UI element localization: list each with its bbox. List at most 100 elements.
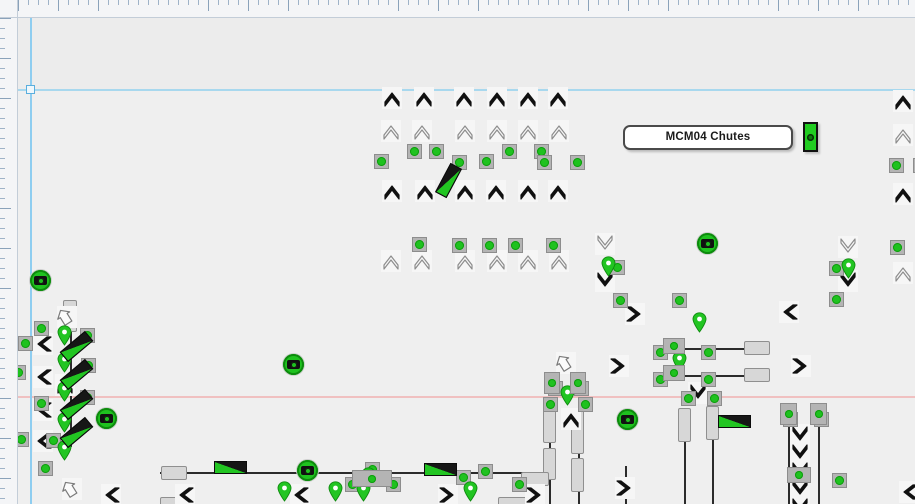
chevron-right-active-icon[interactable] <box>525 484 545 504</box>
controller-tile[interactable] <box>810 403 827 425</box>
camera-icon[interactable] <box>617 409 638 430</box>
chevron-right-active-icon[interactable] <box>791 355 811 377</box>
chevron-up-active-icon[interactable] <box>415 180 435 202</box>
map-pin-green-icon[interactable] <box>841 258 856 279</box>
sensor-node[interactable] <box>34 321 49 336</box>
chevron-up-idle-icon[interactable] <box>518 120 538 142</box>
chevron-left-active-icon[interactable] <box>779 301 799 323</box>
actuator-box[interactable] <box>678 408 691 442</box>
chevron-down-idle-icon[interactable] <box>595 233 615 255</box>
chevron-left-active-icon[interactable] <box>33 366 53 388</box>
chevron-right-active-icon[interactable] <box>625 303 645 325</box>
sensor-node[interactable] <box>889 158 904 173</box>
chevron-up-idle-icon[interactable] <box>455 120 475 142</box>
ruler-vertical[interactable] <box>0 0 18 504</box>
chevron-curved-idle-icon[interactable] <box>57 306 77 328</box>
chevron-left-active-icon[interactable] <box>899 481 915 503</box>
sensor-node[interactable] <box>374 154 389 169</box>
chevron-up-active-icon[interactable] <box>486 180 506 202</box>
sensor-node[interactable] <box>502 144 517 159</box>
chevron-up-active-icon[interactable] <box>893 90 913 112</box>
guide-intersection-handle[interactable] <box>26 85 35 94</box>
chevron-up-idle-icon[interactable] <box>893 124 913 146</box>
actuator-box[interactable] <box>744 368 770 382</box>
chevron-chain-segment-icon[interactable] <box>790 442 810 464</box>
chevron-curved-idle-icon[interactable] <box>556 352 576 374</box>
chevron-up-active-icon[interactable] <box>518 180 538 202</box>
chevron-right-active-icon[interactable] <box>615 477 635 499</box>
sensor-node[interactable] <box>429 144 444 159</box>
sensor-node[interactable] <box>701 345 716 360</box>
chevron-left-active-icon[interactable] <box>175 484 195 504</box>
map-pin-green-icon[interactable] <box>328 481 343 502</box>
controller-tile[interactable] <box>570 372 586 394</box>
diverter-indicator[interactable] <box>214 461 247 474</box>
chevron-up-active-icon[interactable] <box>561 408 581 430</box>
chevron-up-active-icon[interactable] <box>414 87 434 109</box>
sensor-node[interactable] <box>707 391 722 406</box>
chute-label-chip[interactable]: MCM04 Chutes <box>623 122 818 152</box>
chevron-left-active-icon[interactable] <box>33 333 53 355</box>
chevron-up-active-icon[interactable] <box>548 87 568 109</box>
chevron-up-idle-icon[interactable] <box>518 250 538 272</box>
status-indicator-bar[interactable] <box>803 122 818 152</box>
chute-label-text[interactable]: MCM04 Chutes <box>623 124 793 150</box>
map-pin-green-icon[interactable] <box>601 256 616 277</box>
sensor-node[interactable] <box>546 238 561 253</box>
controller-tile[interactable] <box>352 470 392 487</box>
chevron-up-idle-icon[interactable] <box>455 250 475 272</box>
actuator-box[interactable] <box>744 341 770 355</box>
sensor-node[interactable] <box>681 391 696 406</box>
camera-icon[interactable] <box>697 233 718 254</box>
chevron-up-active-icon[interactable] <box>454 87 474 109</box>
map-pin-green-icon[interactable] <box>692 312 707 333</box>
sensor-node[interactable] <box>18 336 33 351</box>
sensor-node[interactable] <box>570 155 585 170</box>
camera-icon[interactable] <box>297 460 318 481</box>
sensor-node[interactable] <box>18 365 26 380</box>
chevron-left-active-icon[interactable] <box>290 484 310 504</box>
actuator-box[interactable] <box>571 458 584 492</box>
chevron-left-active-icon[interactable] <box>101 484 121 504</box>
chevron-up-idle-icon[interactable] <box>412 120 432 142</box>
sensor-node[interactable] <box>829 292 844 307</box>
chevron-up-idle-icon[interactable] <box>549 250 569 272</box>
chevron-up-idle-icon[interactable] <box>381 120 401 142</box>
chevron-up-idle-icon[interactable] <box>381 250 401 272</box>
design-canvas[interactable]: MCM04 Chutes <box>18 18 915 504</box>
actuator-box[interactable] <box>161 466 187 480</box>
ruler-horizontal[interactable] <box>0 0 915 18</box>
guide-horizontal-center[interactable] <box>18 396 915 398</box>
chevron-up-active-icon[interactable] <box>518 87 538 109</box>
sensor-node[interactable] <box>613 293 628 308</box>
controller-tile[interactable] <box>663 365 685 381</box>
sensor-node[interactable] <box>482 238 497 253</box>
sensor-node[interactable] <box>456 470 471 485</box>
ruler-corner[interactable] <box>0 0 18 18</box>
chevron-up-idle-icon[interactable] <box>487 120 507 142</box>
chevron-up-active-icon[interactable] <box>455 180 475 202</box>
chevron-up-active-icon[interactable] <box>548 180 568 202</box>
sensor-node[interactable] <box>479 154 494 169</box>
chevron-up-active-icon[interactable] <box>487 87 507 109</box>
chevron-right-active-icon[interactable] <box>438 484 458 504</box>
chevron-up-idle-icon[interactable] <box>487 250 507 272</box>
chevron-chain-segment-icon[interactable] <box>790 496 810 504</box>
map-pin-green-icon[interactable] <box>277 481 292 502</box>
controller-tile[interactable] <box>787 467 811 483</box>
diverter-indicator[interactable] <box>718 415 751 428</box>
sensor-node[interactable] <box>508 238 523 253</box>
sensor-node[interactable] <box>478 464 493 479</box>
sensor-node[interactable] <box>407 144 422 159</box>
sensor-node[interactable] <box>578 397 593 412</box>
sensor-node[interactable] <box>18 432 29 447</box>
chevron-up-idle-icon[interactable] <box>549 120 569 142</box>
diverter-indicator[interactable] <box>424 463 457 476</box>
sensor-node[interactable] <box>412 237 427 252</box>
map-pin-green-icon[interactable] <box>57 325 72 346</box>
chevron-up-active-icon[interactable] <box>893 183 913 205</box>
chevron-up-idle-icon[interactable] <box>412 250 432 272</box>
chevron-up-active-icon[interactable] <box>382 87 402 109</box>
chevron-up-idle-icon[interactable] <box>893 262 913 284</box>
chevron-right-active-icon[interactable] <box>609 355 629 377</box>
